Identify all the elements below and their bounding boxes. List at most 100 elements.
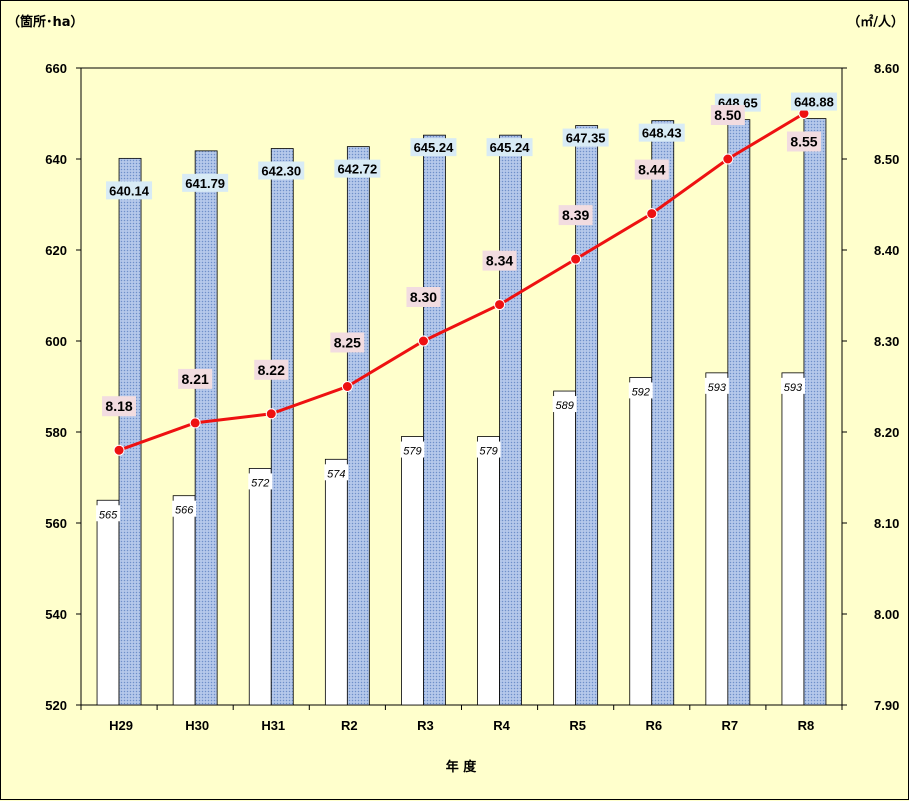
category-label: H31 [261, 718, 285, 733]
bar-area [651, 120, 675, 706]
bar-area [803, 118, 827, 706]
bar-area [575, 125, 599, 706]
bar-area [194, 150, 218, 706]
per-capita-value-label-bg [482, 250, 517, 271]
count-value-label: 565 [99, 509, 118, 521]
count-value-label: 574 [327, 468, 345, 480]
count-value-label-bg [324, 464, 349, 481]
bar-area [270, 148, 294, 706]
area-value-label: 640.14 [109, 183, 150, 198]
bar-count [477, 436, 500, 706]
left-tick-label: 660 [45, 61, 67, 76]
count-value-label-bg [400, 441, 425, 458]
right-tick-label: 8.10 [874, 516, 899, 531]
category-label: R8 [798, 718, 815, 733]
area-value-label: 641.79 [185, 176, 225, 191]
category-label: R3 [417, 718, 434, 733]
area-value-label: 645.24 [414, 140, 455, 155]
per-capita-point [189, 417, 201, 429]
area-value-label-bg [562, 128, 609, 147]
left-tick-label: 640 [45, 152, 67, 167]
per-capita-point [341, 381, 353, 392]
right-tick-label: 8.00 [874, 607, 899, 622]
per-capita-value-label: 8.39 [562, 207, 589, 223]
per-capita-point [570, 253, 582, 265]
area-value-label-bg [790, 92, 837, 111]
per-capita-value-label-bg [254, 359, 289, 380]
area-value-label-bg [410, 138, 457, 157]
area-value-label: 642.72 [337, 162, 377, 177]
count-value-label: 593 [708, 382, 727, 394]
per-capita-point [417, 335, 429, 347]
category-label: H30 [185, 718, 209, 733]
bar-area [499, 134, 522, 706]
area-value-label-bg [638, 123, 685, 142]
bar-count [401, 436, 424, 706]
per-capita-value-label: 8.25 [334, 335, 361, 351]
bar-count [629, 376, 653, 706]
area-value-label: 647.35 [566, 131, 606, 146]
x-axis-title: 年 度 [446, 759, 478, 775]
bar-count [553, 390, 577, 706]
left-tick-label: 540 [45, 607, 67, 622]
per-capita-value-label: 8.21 [182, 371, 209, 387]
left-tick-label: 520 [45, 698, 67, 713]
count-value-label: 579 [403, 446, 421, 458]
bar-count [172, 495, 196, 706]
count-value-label: 589 [555, 400, 573, 412]
left-tick-label: 580 [45, 425, 67, 440]
count-value-label-bg [96, 505, 121, 522]
area-value-label-bg [182, 173, 229, 192]
bar-count [324, 458, 348, 706]
per-capita-value-label: 8.50 [714, 107, 741, 123]
per-capita-value-label-bg [330, 332, 365, 353]
count-value-label: 579 [479, 446, 497, 458]
left-tick-label: 620 [45, 243, 67, 258]
area-value-label-bg [106, 181, 153, 200]
per-capita-value-label: 8.44 [638, 162, 665, 178]
left-axis-unit: （箇所･ha） [7, 14, 84, 30]
count-value-label-bg [780, 377, 805, 394]
category-label: R2 [341, 718, 358, 733]
right-tick-label: 7.90 [874, 698, 899, 713]
area-value-label: 648.43 [642, 126, 682, 141]
count-value-label-bg [552, 396, 577, 413]
per-capita-value-label-bg [786, 131, 821, 152]
bar-area [346, 146, 370, 706]
left-tick-label: 560 [45, 516, 67, 531]
category-label: R4 [493, 718, 510, 733]
count-value-label-bg [628, 382, 653, 399]
count-value-label: 566 [175, 505, 194, 517]
per-capita-value-label: 8.30 [410, 289, 437, 305]
right-axis-unit: （㎡/人） [847, 14, 904, 30]
area-value-label-bg [486, 138, 533, 157]
per-capita-point [646, 208, 658, 220]
bar-count [96, 499, 120, 706]
left-tick-label: 600 [45, 334, 67, 349]
right-tick-label: 8.40 [874, 243, 899, 258]
area-value-label: 642.30 [261, 164, 301, 179]
per-capita-value-label: 8.18 [105, 398, 132, 414]
right-tick-label: 8.50 [874, 152, 899, 167]
per-capita-value-label-bg [634, 159, 669, 180]
count-value-label-bg [172, 500, 197, 517]
per-capita-value-label-bg [406, 287, 441, 307]
count-value-label-bg [704, 377, 729, 394]
per-capita-point [265, 408, 277, 420]
right-tick-label: 8.20 [874, 425, 899, 440]
bar-count [781, 372, 805, 706]
right-tick-label: 8.30 [874, 334, 899, 349]
count-value-label: 572 [251, 477, 269, 489]
per-capita-value-label-bg [558, 205, 593, 226]
area-value-label: 645.24 [490, 140, 531, 155]
count-value-label-bg [248, 473, 273, 490]
right-tick-label: 8.60 [874, 61, 899, 76]
area-value-label: 648.88 [794, 95, 834, 110]
category-label: H29 [109, 718, 133, 733]
per-capita-value-label: 8.55 [790, 134, 817, 150]
category-label: R5 [569, 718, 586, 733]
per-capita-line [118, 112, 805, 452]
bar-area [423, 134, 446, 706]
